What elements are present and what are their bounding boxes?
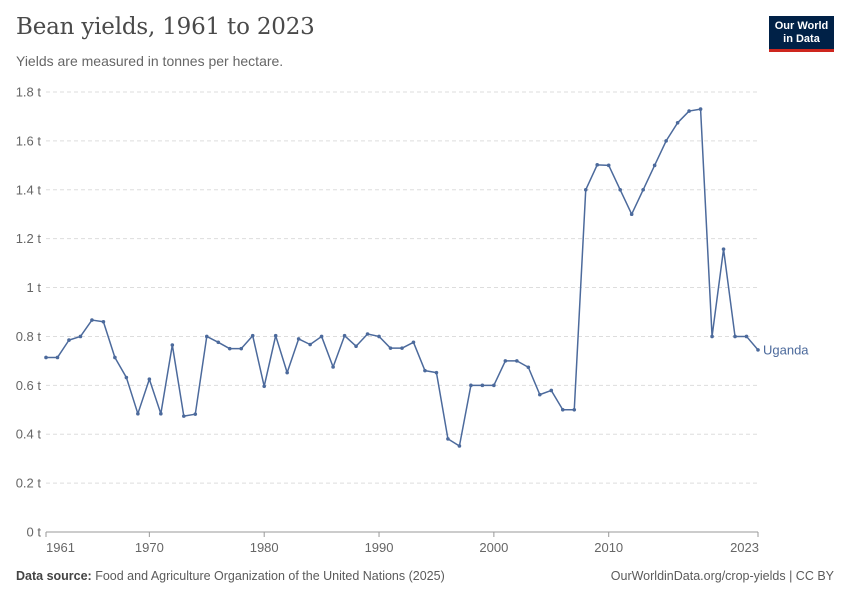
data-point [136, 411, 140, 416]
data-point [629, 212, 634, 217]
data-point [549, 388, 554, 393]
data-point [342, 333, 347, 338]
y-tick-label: 0 t [27, 525, 42, 540]
data-point [44, 355, 48, 360]
logo-line-2: in Data [783, 32, 820, 45]
data-point [675, 121, 680, 125]
data-point [664, 139, 668, 143]
x-tick-label: 2000 [479, 540, 508, 555]
data-point [78, 334, 83, 339]
y-tick-label: 1 t [27, 280, 42, 295]
data-point [595, 163, 600, 167]
y-tick-label: 0.4 t [16, 427, 42, 442]
data-point [744, 334, 749, 339]
data-point [411, 340, 416, 345]
y-tick-label: 1.4 t [16, 182, 42, 197]
y-tick-label: 0.6 t [16, 378, 42, 393]
data-point [308, 342, 312, 347]
data-point [560, 407, 565, 412]
data-point [170, 343, 175, 347]
logo-line-1: Our World [774, 20, 829, 32]
data-point [250, 333, 255, 338]
data-point [492, 383, 496, 388]
data-point [652, 163, 657, 168]
data-point [227, 346, 232, 351]
data-point [446, 437, 450, 441]
x-tick-label: 1961 [46, 540, 75, 555]
y-tick-label: 0.8 t [16, 329, 42, 344]
data-point [388, 346, 393, 350]
data-point [756, 348, 760, 352]
data-point [239, 346, 244, 351]
data-point [526, 365, 531, 370]
y-tick-label: 1.8 t [16, 85, 42, 100]
data-point [538, 392, 542, 397]
data-point [583, 187, 588, 192]
gridlines [46, 91, 758, 484]
data-point [698, 107, 703, 111]
data-point [469, 383, 473, 388]
data-point [606, 163, 611, 168]
data-point [124, 375, 129, 380]
x-tick-label: 2010 [594, 540, 623, 555]
data-point [457, 444, 462, 448]
owid-logo[interactable]: Our World in Data [769, 16, 834, 52]
data-point [331, 365, 335, 369]
y-axis: 0 t 0.2 t 0.4 t 0.6 t 0.8 t 1 t 1.2 t 1.4 t 1.6 … [16, 85, 42, 540]
data-point [618, 187, 622, 192]
series-label: Uganda [763, 342, 809, 357]
data-point [503, 359, 508, 363]
series-layer: Uganda [44, 107, 809, 448]
chart-subtitle: Yields are measured in tonnes per hectar… [16, 53, 284, 69]
data-point [733, 334, 737, 339]
data-point [400, 346, 404, 350]
x-axis: 1961 1970 1980 1990 2000 2010 2023 [45, 531, 759, 555]
data-point [262, 384, 266, 389]
data-point [319, 334, 324, 339]
data-source: Data source: Food and Agriculture Organi… [16, 569, 445, 583]
chart-title: Bean yields, 1961 to 2023 [16, 14, 315, 40]
data-point [365, 332, 370, 336]
data-point [216, 340, 221, 345]
data-point [687, 109, 691, 113]
data-point [515, 359, 519, 363]
data-point [296, 337, 301, 341]
x-tick-label: 1970 [135, 540, 164, 555]
data-point [434, 370, 439, 375]
data-point [193, 412, 198, 416]
y-tick-label: 0.2 t [16, 476, 42, 491]
data-point [572, 407, 577, 412]
data-point [113, 355, 117, 360]
data-point [67, 338, 71, 342]
data-point [159, 411, 163, 416]
data-point [721, 247, 726, 251]
credit-link[interactable]: OurWorldinData.org/crop-yields | CC BY [610, 569, 834, 583]
x-tick-label: 1990 [365, 540, 394, 555]
y-tick-label: 1.6 t [16, 133, 42, 148]
data-point [480, 383, 485, 388]
data-point [285, 370, 289, 375]
data-source-label: Data source: [16, 569, 92, 583]
x-tick-label: 1980 [250, 540, 279, 555]
data-source-text: Food and Agriculture Organization of the… [95, 569, 445, 583]
x-tick-label: 2023 [730, 540, 759, 555]
data-point [90, 318, 94, 322]
data-point [204, 334, 209, 339]
data-point [423, 368, 427, 373]
data-point [182, 414, 186, 418]
data-point [377, 334, 381, 339]
data-point [354, 344, 358, 349]
data-point [55, 355, 60, 360]
data-point [147, 377, 152, 382]
series-line-uganda [46, 108, 759, 447]
data-point [641, 187, 645, 192]
y-tick-label: 1.2 t [16, 231, 42, 246]
data-point [101, 319, 106, 324]
data-point [273, 333, 278, 338]
data-point [710, 334, 714, 339]
